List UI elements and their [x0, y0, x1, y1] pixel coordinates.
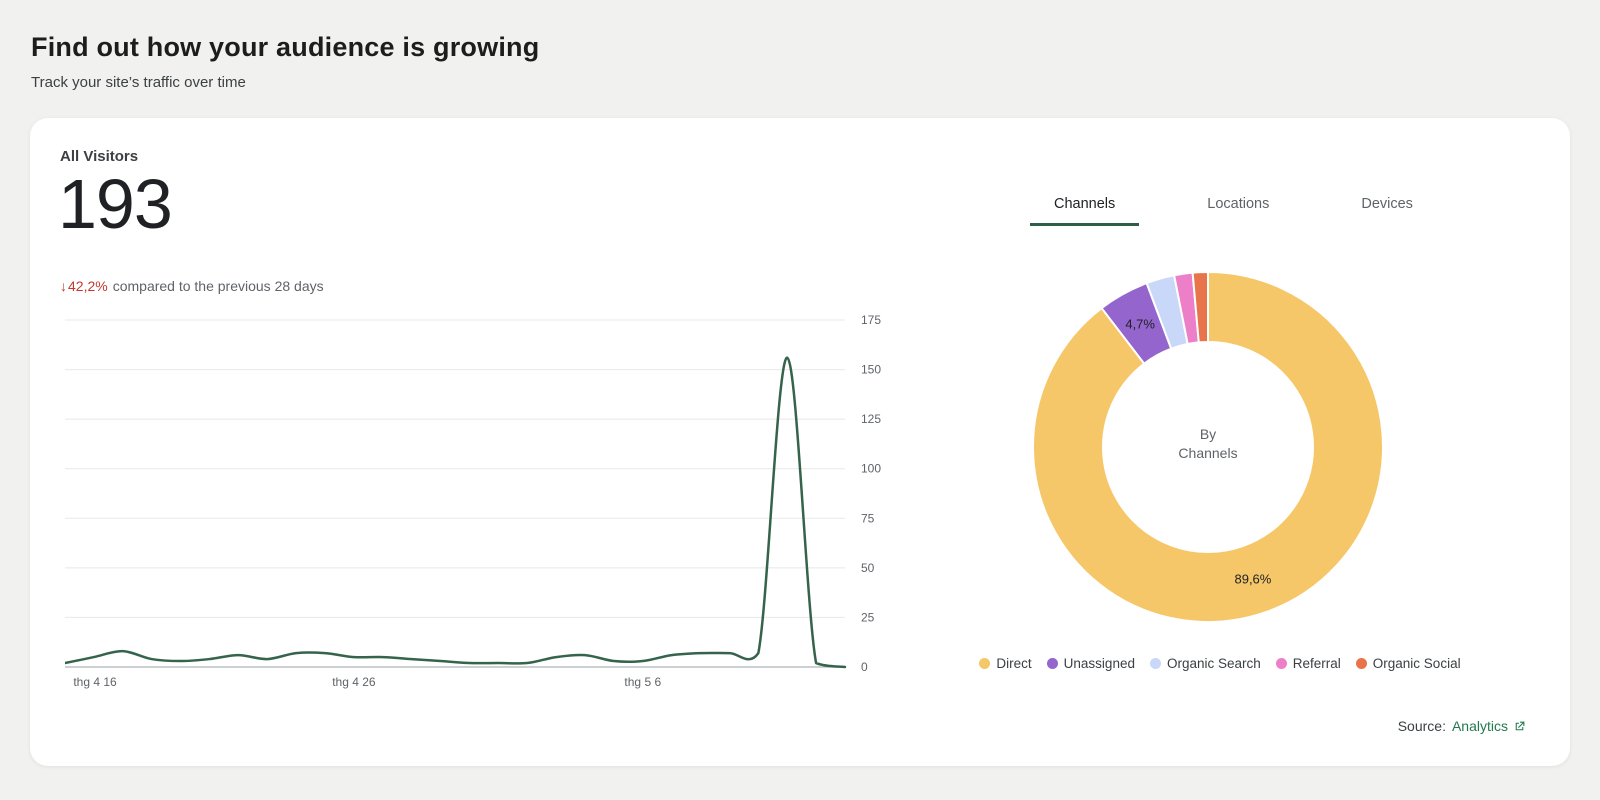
donut-legend: Direct Unassigned Organic Search Referral Or… [930, 656, 1510, 671]
legend-label: Referral [1292, 656, 1341, 671]
svg-text:125: 125 [861, 412, 881, 426]
legend-label: Organic Social [1372, 656, 1461, 671]
channels-donut-chart[interactable]: 89,6% 4,7% By Channels [1018, 257, 1398, 637]
tab-channels[interactable]: Channels [1030, 196, 1140, 226]
legend-label: Direct [996, 656, 1032, 671]
source-row: Source: Analytics [1398, 718, 1526, 734]
slice-label-unassigned: 4,7% [1125, 317, 1155, 332]
svg-text:50: 50 [861, 561, 875, 575]
breakdown-tabs: Channels Locations Devices [1030, 196, 1437, 226]
svg-text:175: 175 [861, 313, 881, 327]
svg-text:thg 4 16: thg 4 16 [73, 675, 117, 689]
svg-text:75: 75 [861, 511, 875, 525]
svg-text:0: 0 [861, 660, 868, 674]
analytics-link[interactable]: Analytics [1452, 718, 1526, 734]
source-label: Source: [1397, 718, 1446, 734]
donut-center-label: By [1200, 426, 1216, 442]
visitors-line [65, 356, 847, 669]
donut-center-label: Channels [1178, 445, 1237, 461]
metric-label: All Visitors [60, 148, 139, 165]
svg-text:thg 4 26: thg 4 26 [332, 675, 376, 689]
legend-item-referral: Referral [1275, 656, 1341, 671]
tab-locations[interactable]: Locations [1207, 196, 1270, 212]
legend-item-direct: Direct [979, 656, 1032, 671]
svg-text:thg 5 6: thg 5 6 [624, 675, 661, 689]
donut-slice-organic-social[interactable] [1191, 270, 1209, 344]
legend-item-unassigned: Unassigned [1046, 656, 1135, 671]
visitors-line-chart[interactable]: 0 25 50 75 100 125 150 175 thg 4 16 thg 4 26 thg 5… [65, 312, 895, 692]
legend-item-organic-social: Organic Social [1355, 656, 1461, 671]
legend-dot-direct [979, 658, 991, 669]
page-header: Find out how your audience is growing Tr… [31, 32, 539, 91]
legend-dot-referral [1275, 658, 1287, 669]
tab-devices[interactable]: Devices [1361, 196, 1413, 212]
legend-dot-organic-social [1355, 658, 1367, 669]
svg-text:150: 150 [861, 363, 881, 377]
slice-label-direct: 89,6% [1234, 572, 1271, 587]
legend-dot-organic-search [1149, 658, 1161, 669]
svg-text:25: 25 [861, 610, 875, 624]
page-title: Find out how your audience is growing [31, 32, 540, 62]
legend-item-organic-search: Organic Search [1149, 656, 1261, 671]
comparison-row: ↓42,2% compared to the previous 28 days [60, 278, 324, 294]
analytics-link-text[interactable]: Analytics [1451, 718, 1508, 734]
donut-slice-direct[interactable] [1032, 270, 1384, 623]
external-link-icon [1515, 721, 1525, 730]
visitors-card: All Visitors 193 ↓42,2% compared to the p… [30, 118, 1570, 766]
change-description: compared to the previous 28 days [112, 278, 324, 294]
metric-value: 193 [58, 165, 173, 243]
page-subtitle: Track your site’s traffic over time [31, 74, 246, 91]
svg-text:100: 100 [861, 462, 881, 476]
change-percent: 42,2% [68, 278, 108, 294]
legend-label: Organic Search [1166, 656, 1261, 671]
decrease-arrow-icon: ↓ [60, 278, 67, 294]
legend-dot-unassigned [1046, 658, 1058, 669]
legend-label: Unassigned [1063, 656, 1135, 671]
